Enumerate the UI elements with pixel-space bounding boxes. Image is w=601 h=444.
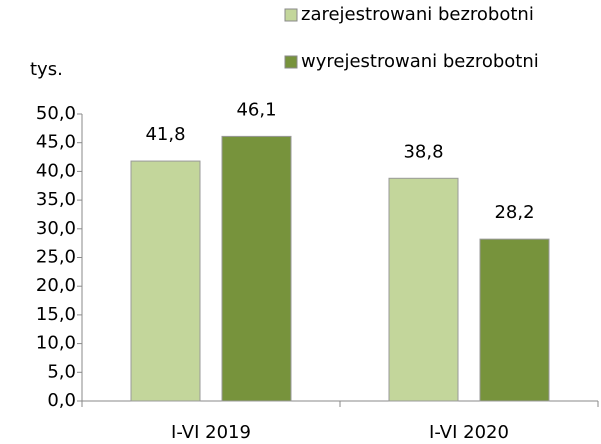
- y-tick-label: 35,0: [36, 189, 76, 210]
- value-label: 41,8: [145, 124, 185, 145]
- y-tick-label: 5,0: [47, 361, 76, 382]
- y-tick-label: 40,0: [36, 160, 76, 181]
- legend-swatch: [284, 55, 298, 69]
- y-tick-label: 50,0: [36, 103, 76, 124]
- bar: [221, 135, 292, 402]
- y-tick-label: 10,0: [36, 333, 76, 354]
- y-tick-label: 20,0: [36, 275, 76, 296]
- bar: [479, 238, 550, 402]
- bar: [388, 177, 459, 402]
- bar: [130, 160, 201, 402]
- value-label: 38,8: [403, 141, 443, 162]
- y-tick-label: 30,0: [36, 218, 76, 239]
- legend-label: zarejestrowani bezrobotni: [301, 4, 534, 25]
- value-label: 28,2: [494, 202, 534, 223]
- x-tick-label: I-VI 2019: [171, 422, 251, 443]
- y-axis-unit: tys.: [30, 59, 63, 80]
- y-tick-label: 0,0: [47, 390, 76, 411]
- x-tick-label: I-VI 2020: [429, 422, 509, 443]
- value-label: 46,1: [236, 99, 276, 120]
- y-tick-label: 15,0: [36, 304, 76, 325]
- legend-swatch: [284, 8, 298, 22]
- y-tick-label: 45,0: [36, 132, 76, 153]
- legend-label: wyrejestrowani bezrobotni: [301, 51, 539, 72]
- y-tick-label: 25,0: [36, 247, 76, 268]
